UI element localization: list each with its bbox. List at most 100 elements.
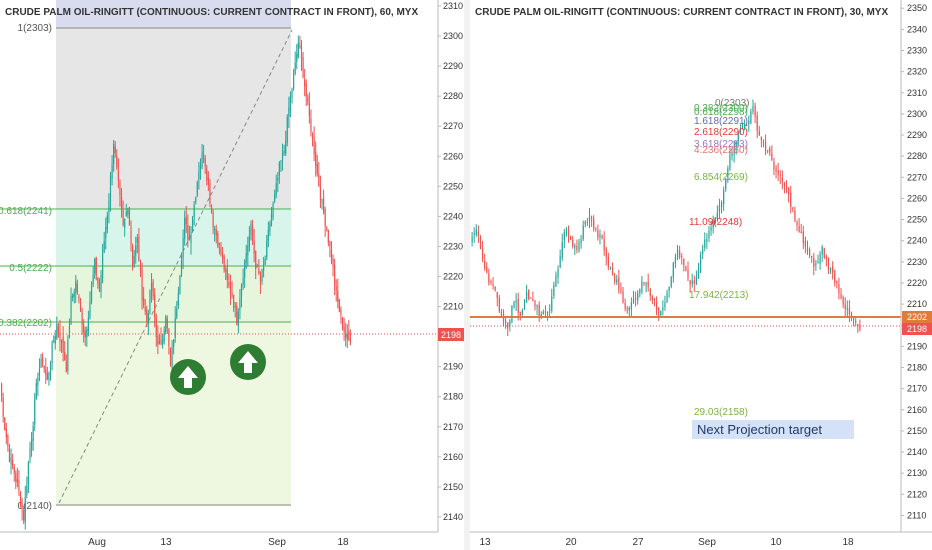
candle-body (695, 277, 698, 284)
candle-body (307, 96, 309, 103)
candle-body (131, 246, 134, 265)
candle-body (687, 269, 689, 279)
candle-body (248, 235, 250, 247)
candle-body (8, 448, 11, 462)
candle-body (274, 194, 276, 202)
candle-body (5, 428, 7, 438)
candle-body (614, 275, 616, 282)
x-tick-label: Sep (698, 537, 716, 548)
candle-body (171, 347, 173, 368)
candle-body (234, 306, 236, 308)
candle-body (609, 267, 612, 269)
candle-body (109, 176, 112, 203)
candle-body (160, 339, 162, 344)
candle-body (838, 284, 840, 294)
candle-body (263, 264, 265, 271)
candle-body (788, 188, 790, 195)
candle-body (124, 218, 126, 228)
projection-annotation-text: Next Projection target (697, 422, 822, 437)
candle-body (275, 183, 277, 196)
candle-body (341, 317, 344, 329)
candle-body (641, 281, 643, 292)
candle-body (255, 250, 257, 270)
candle-body (302, 57, 304, 78)
fib-label-0618: 0.618(2241) (0, 206, 52, 217)
candle-body (176, 308, 178, 318)
candle-body (754, 105, 756, 117)
candle-body (655, 301, 658, 311)
candle-body (270, 214, 273, 225)
candle-body (515, 301, 517, 303)
candle-body (771, 152, 773, 161)
candle-body (622, 291, 624, 303)
candle-body (647, 281, 649, 288)
candle-body (492, 284, 494, 286)
y-tick-label: 2240 (443, 211, 463, 221)
y-tick-label: 2300 (443, 31, 463, 41)
candle-body (481, 248, 484, 259)
candle-body (102, 253, 104, 279)
candle-body (226, 268, 228, 280)
candle-body (632, 299, 635, 303)
fib-label-0: 0(2140) (18, 501, 52, 512)
candle-body (29, 448, 31, 460)
candle-body (114, 146, 116, 154)
candle-body (718, 205, 721, 213)
projection-annotation[interactable]: Next Projection target (692, 420, 854, 439)
fib-proj-label: 29.03(2158) (694, 407, 748, 418)
candle-body (565, 230, 568, 235)
candle-body (337, 290, 339, 302)
candle-body (315, 151, 317, 166)
right-time-axis[interactable]: 13 20 27 Sep 10 18 (479, 537, 854, 548)
candle-body (125, 211, 127, 217)
right-chart-title: CRUDE PALM OIL-RINGITT (CONTINUOUS: CURR… (475, 7, 888, 18)
candle-body (484, 260, 486, 269)
candle-body (311, 135, 314, 137)
candle-body (206, 168, 208, 181)
candle-body (244, 261, 246, 278)
candle-body (555, 275, 557, 287)
candle-body (105, 227, 107, 239)
candle-body (727, 168, 729, 178)
candle-body (827, 257, 830, 271)
candle-body (212, 212, 214, 228)
candle-body (146, 309, 148, 323)
y-tick-label: 2260 (907, 193, 927, 203)
candle-body (653, 298, 656, 301)
y-tick-label: 2130 (907, 468, 927, 478)
candle-body (122, 210, 124, 226)
candle-body (83, 325, 85, 332)
candle-body (285, 141, 287, 154)
left-price-axis[interactable]: 2140215021602170218021902200221022202230… (438, 1, 463, 522)
candle-body (13, 466, 15, 473)
right-price-axis[interactable]: 2110212021302140215021602170218021902200… (901, 3, 927, 520)
candle-body (332, 258, 334, 268)
fib-zone-upper (56, 28, 291, 209)
candle-body (756, 115, 758, 131)
x-tick-label: Sep (268, 537, 286, 548)
candle-body (90, 286, 93, 302)
y-tick-label: 2180 (443, 392, 463, 402)
candle-body (288, 107, 290, 117)
candle-body (23, 510, 25, 521)
candle-body (725, 178, 727, 190)
candle-body (221, 254, 224, 259)
candle-body (825, 256, 827, 259)
candle-body (120, 196, 123, 211)
candle-body (578, 241, 580, 252)
fib-proj-label: 3.618(2283) (694, 139, 748, 150)
left-time-axis[interactable]: Aug 13 Sep 18 (88, 537, 349, 548)
candle-body (777, 170, 779, 175)
candle-body (16, 479, 18, 483)
candle-body (821, 247, 823, 255)
y-tick-label: 2210 (907, 299, 927, 309)
candle-body (214, 228, 216, 231)
y-tick-label: 2220 (443, 272, 463, 282)
candle-body (78, 295, 80, 300)
candle-body (152, 281, 154, 297)
candle-body (678, 251, 681, 258)
candle-body (143, 297, 145, 306)
candle-body (735, 141, 737, 147)
y-tick-label: 2270 (443, 121, 463, 131)
